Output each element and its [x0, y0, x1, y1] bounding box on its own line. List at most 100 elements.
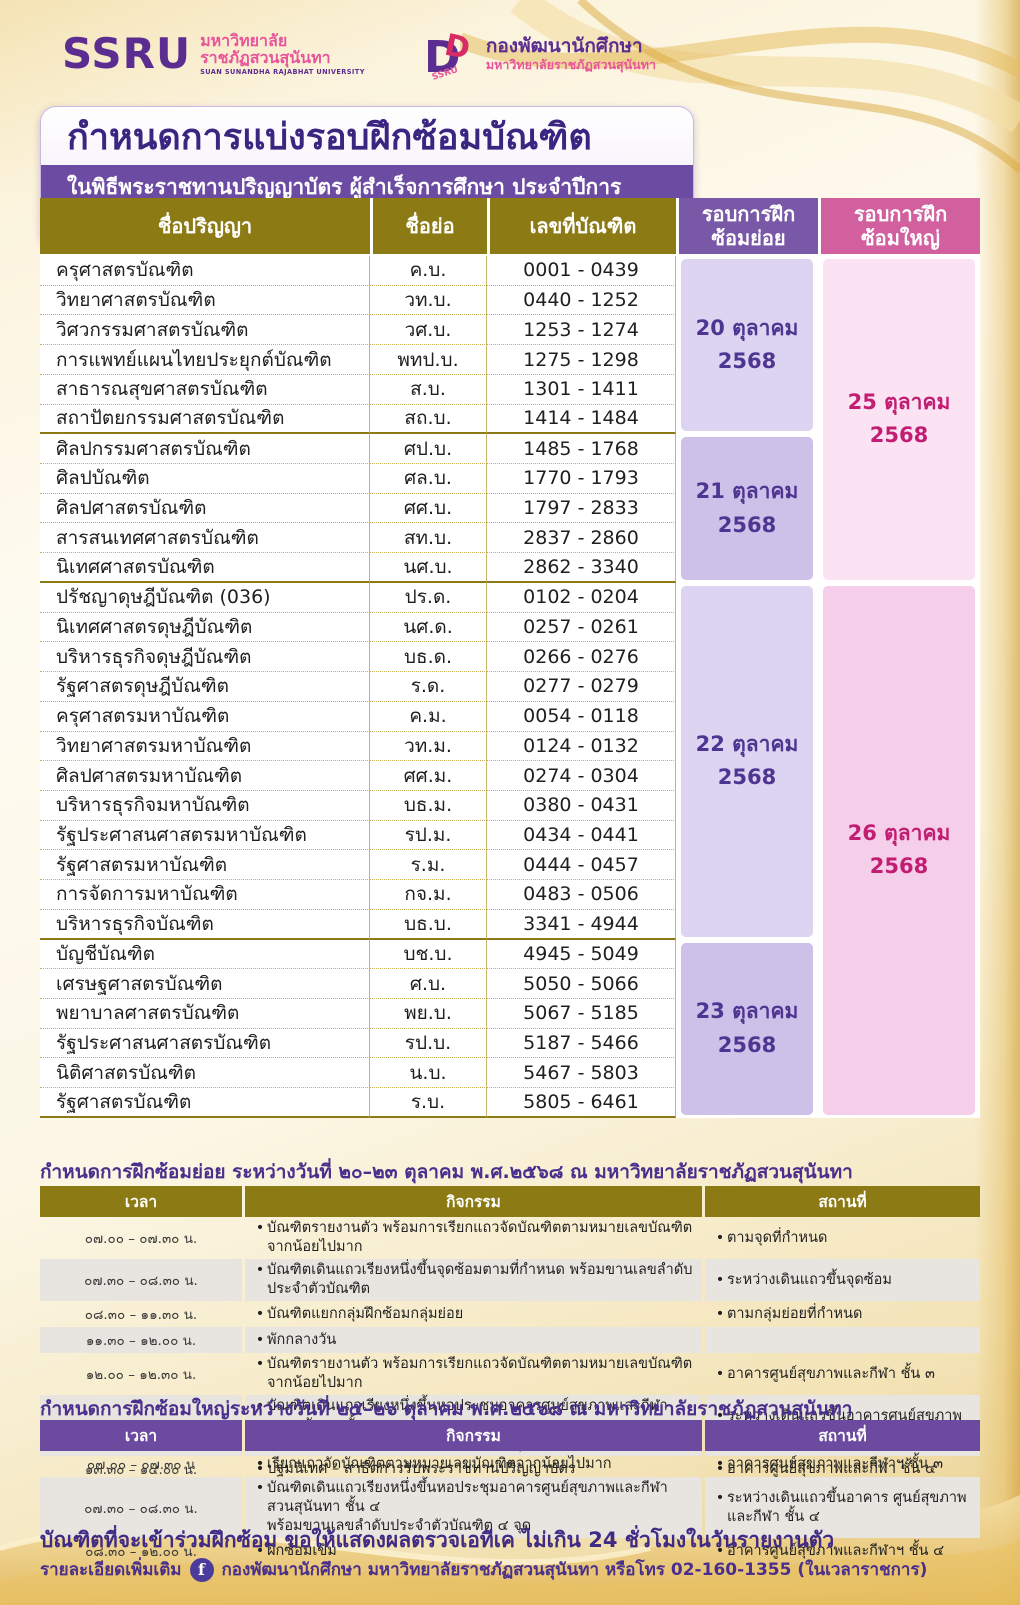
- schedule-row: ๐๗.๐๐ – ๐๗.๓๐ น. • บัณฑิตรายงานตัว พร้อมกา…: [40, 1217, 980, 1259]
- location-text: อาคารศูนย์สุขภาพและกีฬาฯ ชั้น ๓: [727, 1455, 943, 1472]
- location-cell: • อาคารศูนย์สุขภาพและกีฬา ชั้น ๓: [705, 1353, 980, 1395]
- location-cell: • ตามจุดที่กำหนด: [705, 1217, 980, 1259]
- degree-abbr-cell: รป.บ.: [370, 1028, 487, 1059]
- activity-line: • บัณฑิตเดินแถวเรียงหนึ่งขึ้นหอประชุมอาคา…: [253, 1479, 694, 1517]
- degree-rehearsal-table: ชื่อปริญญา ชื่อย่อ เลขที่บัณฑิต รอบการฝึก ซ้…: [40, 198, 980, 1118]
- column-header: รอบการฝึก ซ้อมใหญ่: [821, 198, 980, 254]
- activity-line: • บัณฑิตรายงานตัว พร้อมการเรียกแถวจัดบัณฑ…: [253, 1355, 694, 1393]
- location-line: • ระหว่างเดินแถวขึ้นอาคารศูนย์สุขภาพ: [713, 1407, 972, 1426]
- minor-round-date-block: 21 ตุลาคม 2568: [681, 437, 813, 580]
- location-text: ระหว่างเดินแถวขึ้นจุดซ้อม: [727, 1271, 892, 1288]
- contact-line: รายละเอียดเพิ่มเติม f กองพัฒนานักศึกษา ม…: [40, 1556, 927, 1583]
- graduate-number-cell: 0483 - 0506: [487, 880, 676, 910]
- bullet-icon: •: [715, 1489, 725, 1506]
- graduate-number-cell: 5467 - 5803: [487, 1058, 676, 1089]
- location-line: • ตามกลุ่มย่อยที่กำหนด: [713, 1305, 972, 1324]
- degree-name-cell: ศิลปศาสตรมหาบัณฑิต: [40, 761, 370, 791]
- graduate-number-cell: 5050 - 5066: [487, 969, 676, 999]
- degree-abbr-cell: วท.ม.: [370, 731, 487, 762]
- degree-name-cell: บัญชีบัณฑิต: [40, 939, 370, 970]
- column-header: ชื่อปริญญา: [40, 198, 370, 254]
- location-line: •อาคารศูนย์สุขภาพและกีฬา ชั้น ๔: [713, 1460, 972, 1479]
- bullet-icon: •: [255, 1331, 265, 1348]
- degree-name-cell: รัฐศาสตรมหาบัณฑิต: [40, 850, 370, 881]
- activity-cell: • ปฐมนิเทศ – สาธิตการรับพระราชทานปริญญาบั…: [245, 1456, 702, 1482]
- graduate-number-cell: 0277 - 0279: [487, 672, 676, 702]
- column-header-line: รอบการฝึก: [853, 201, 948, 226]
- graduate-number-cell: 5067 - 5185: [487, 998, 676, 1029]
- bullet-icon: •: [715, 1229, 725, 1246]
- schedule-column-header: กิจกรรม: [245, 1186, 702, 1217]
- svg-text:D: D: [424, 32, 461, 82]
- degree-name-cell: รัฐประศาสนศาสตรมหาบัณฑิต: [40, 820, 370, 851]
- degree-name-cell: ศิลปกรรมศาสตรบัณฑิต: [40, 434, 370, 465]
- degree-abbr-cell: วศ.บ.: [370, 315, 487, 346]
- degree-abbr-cell: ศศ.ม.: [370, 761, 487, 791]
- degree-name-cell: ครุศาสตรมหาบัณฑิต: [40, 701, 370, 732]
- activity-cell: • บัณฑิตแยกกลุ่มฝึกซ้อมกลุ่มย่อย: [245, 1301, 702, 1327]
- round-year-text: 2568: [717, 765, 777, 790]
- graduate-number-cell: 5805 - 6461: [487, 1088, 676, 1118]
- location-cell: •อาคารศูนย์สุขภาพและกีฬา ชั้น ๔: [705, 1456, 980, 1482]
- activity-text: บัณฑิตเดินแถวเรียงหนึ่งขึ้นจุดซ้อมตามที่…: [267, 1262, 693, 1297]
- graduate-number-cell: 1797 - 2833: [487, 493, 676, 524]
- graduate-number-cell: 3341 - 4944: [487, 909, 676, 940]
- minor-rehearsal-heading: กำหนดการฝึกซ้อมย่อย ระหว่างวันที่ ๒๐–๒๓ …: [40, 1161, 853, 1183]
- round-year-text: 2568: [717, 512, 777, 537]
- location-text: อาคารศูนย์สุขภาพและกีฬา ชั้น ๓: [727, 1365, 935, 1382]
- activity-line: • บัณฑิตเดินแถวเรียงหนึ่งขึ้นจุดซ้อมตามที…: [253, 1261, 694, 1299]
- atk-requirement-note: บัณฑิตที่จะเข้าร่วมฝึกซ้อม ขอให้แสดงผลตร…: [40, 1528, 835, 1552]
- graduate-number-cell: 0380 - 0431: [487, 790, 676, 821]
- activity-line: • บัณฑิตรายงานตัว พร้อมการเรียกแถวจัดบัณฑ…: [253, 1219, 694, 1257]
- schedule-header-row: เวลา กิจกรรม สถานที่: [40, 1420, 980, 1451]
- location-line: • ตามจุดที่กำหนด: [713, 1229, 972, 1248]
- contact-prefix: รายละเอียดเพิ่มเติม: [40, 1560, 182, 1580]
- location-text: ระหว่างเดินแถวขึ้นอาคารศูนย์สุขภาพ: [727, 1407, 962, 1424]
- graduate-number-cell: 0257 - 0261: [487, 612, 676, 643]
- activity-cell: • เรียกแถวจัดบัณฑิตตามหมายเลขบัณฑิตจากน้อ…: [245, 1451, 702, 1477]
- graduate-number-cell: 0124 - 0132: [487, 731, 676, 762]
- degree-name-cell: การจัดการมหาบัณฑิต: [40, 880, 370, 910]
- bullet-icon: •: [255, 1398, 265, 1414]
- graduate-number-cell: 4945 - 5049: [487, 939, 676, 970]
- degree-abbr-cell: พย.บ.: [370, 998, 487, 1029]
- activity-line: • พักกลางวัน: [253, 1331, 694, 1350]
- ssru-logo-thai-2: ราชภัฏสวนสุนันทา: [200, 48, 331, 68]
- ssru-logo-english: SUAN SUNANDHA RAJABHAT UNIVERSITY: [200, 67, 365, 76]
- location-cell: • อาคารศูนย์สุขภาพและกีฬาฯ ชั้น ๓: [705, 1451, 980, 1477]
- round-year-text: 2568: [717, 1032, 777, 1057]
- degree-abbr-cell: บธ.บ.: [370, 909, 487, 940]
- bullet-icon: •: [715, 1460, 725, 1477]
- round-date-text: 26 ตุลาคม: [847, 820, 951, 845]
- degree-abbr-cell: นศ.บ.: [370, 553, 487, 583]
- location-line: • อาคารศูนย์สุขภาพและกีฬาฯ ชั้น ๓: [713, 1455, 972, 1474]
- graduate-number-cell: 1301 - 1411: [487, 374, 676, 405]
- bullet-icon: •: [255, 1262, 265, 1278]
- bullet-icon: •: [715, 1407, 725, 1424]
- bullet-icon: •: [255, 1460, 265, 1477]
- degree-name-cell: รัฐประศาสนศาสตรบัณฑิต: [40, 1028, 370, 1059]
- schedule-header-row: เวลา กิจกรรม สถานที่: [40, 1186, 980, 1217]
- degree-abbr-cell: ศศ.บ.: [370, 493, 487, 524]
- column-header-line: เลขที่บัณฑิต: [529, 213, 637, 238]
- location-line: • อาคารศูนย์สุขภาพและกีฬา ชั้น ๓: [713, 1365, 972, 1384]
- round-date-text: 22 ตุลาคม: [695, 731, 799, 756]
- schedule-column-header: สถานที่: [705, 1186, 980, 1217]
- time-cell: ๐๗.๐๐ – ๐๗.๓๐ น.: [84, 1231, 198, 1247]
- degree-name-cell: เศรษฐศาสตรบัณฑิต: [40, 969, 370, 999]
- location-text: อาคารศูนย์สุขภาพและกีฬา ชั้น ๔: [727, 1460, 936, 1477]
- bullet-icon: •: [255, 1480, 265, 1496]
- degree-name-cell: สาธารณสุขศาสตรบัณฑิต: [40, 374, 370, 405]
- column-header-line: รอบการฝึก: [701, 201, 796, 226]
- bullet-icon: •: [715, 1455, 725, 1472]
- time-cell: ๑๑.๓๐ – ๑๒.๐๐ น.: [40, 1327, 242, 1353]
- graduate-number-cell: 1275 - 1298: [487, 345, 676, 375]
- degree-name-cell: ปรัชญาดุษฎีบัณฑิต (036): [40, 582, 370, 613]
- location-cell: • ระหว่างเดินแถวขึ้นจุดซ้อม: [705, 1259, 980, 1301]
- column-header: ชื่อย่อ: [373, 198, 487, 254]
- graduate-number-cell: 1414 - 1484: [487, 404, 676, 435]
- student-development-logo: D D SSRU กองพัฒนานักศึกษา มหาวิทยาลัยราช…: [423, 26, 656, 82]
- degree-abbr-cell: บธ.ม.: [370, 790, 487, 821]
- degree-abbr-cell: ค.ม.: [370, 701, 487, 732]
- activity-cell: • พักกลางวัน: [245, 1327, 702, 1353]
